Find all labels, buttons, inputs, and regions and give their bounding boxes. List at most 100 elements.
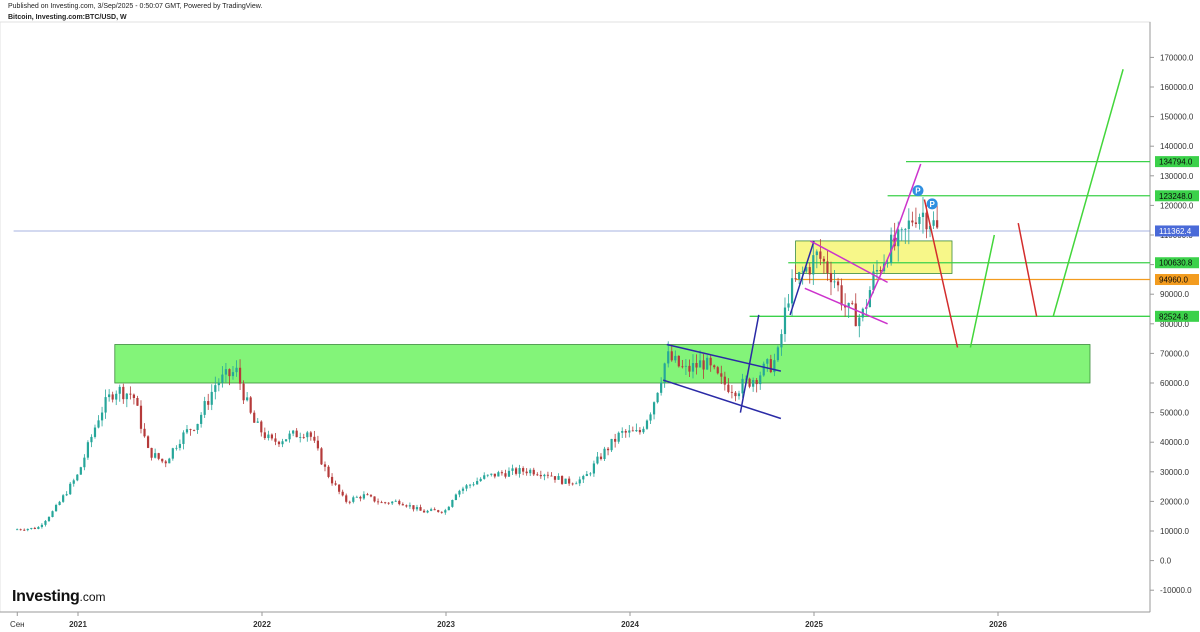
candle-body [769,359,772,373]
candle-body [19,529,22,531]
candle-body [706,357,709,370]
candle-body [486,474,489,476]
candle-body [394,500,397,502]
trend-line [923,199,959,348]
candle-body [847,302,850,308]
candle-body [196,423,199,430]
candle-body [419,507,422,511]
candle-body [713,365,716,368]
candle-body [139,405,143,429]
candle-body [210,391,213,405]
candle-body [263,432,266,439]
candle-body [373,496,376,502]
candle-body [921,212,925,217]
candle-body [33,527,36,529]
y-tick-label: 150000.0 [1160,113,1194,122]
candle-body [150,447,153,458]
candle-body [267,434,270,439]
candle-body [405,505,408,507]
candle-body [507,470,511,477]
candle-body [178,443,182,448]
candle-body [72,480,75,484]
candle-body [776,347,780,361]
candle-body [260,421,263,433]
candle-body [447,506,450,511]
candle-body [384,502,387,504]
price-level-label: 82524.8 [1159,312,1188,321]
candle-body [553,476,557,480]
candle-body [111,394,114,400]
candle-body [904,228,907,230]
candle-body [578,479,581,484]
candle-body [525,471,528,474]
candle-body [387,502,390,504]
candle-body [281,441,284,445]
candle-body [826,261,829,273]
candle-body [617,432,620,442]
candle-body [514,468,518,474]
candle-body [284,439,288,442]
candle-body [720,373,723,377]
y-tick-label: 170000.0 [1160,53,1194,62]
candle-body [476,481,479,485]
candle-body [161,458,164,462]
candle-body [575,483,578,485]
candle-body [660,382,663,393]
candle-body [518,468,521,474]
candle-body [759,375,762,385]
candle-body [189,429,192,431]
candle-body [787,303,790,308]
candle-body [596,456,599,464]
x-tick-label: 2021 [69,620,87,629]
trend-line [1052,69,1124,317]
candle-body [444,510,447,513]
x-tick-label: 2024 [621,620,639,629]
candle-body [698,360,702,368]
candle-body [355,496,358,498]
y-tick-label: 140000.0 [1160,142,1194,151]
published-caption: Published on Investing.com, 3/Sep/2025 -… [8,3,263,10]
candle-body [730,391,734,393]
candle-body [129,393,132,395]
candle-body [932,220,935,226]
candle-body [86,442,90,458]
x-tick-label: 2022 [253,620,271,629]
candle-body [741,378,744,394]
candle-body [532,469,535,475]
logo-suffix: .com [79,590,106,604]
y-tick-label: 80000.0 [1160,320,1189,329]
candle-body [589,473,592,475]
candle-body [893,234,896,247]
candle-body [691,363,695,372]
candle-body [224,369,228,375]
candle-body [836,281,840,286]
candle-body [890,234,893,264]
candle-body [670,351,673,361]
candle-body [62,495,65,502]
price-level-tag [1155,257,1199,269]
candle-body [100,412,104,421]
pivot-marker [926,198,938,210]
candle-body [415,507,419,510]
candle-body [631,430,634,432]
candle-body [65,494,68,496]
candle-body [90,436,93,443]
candle-body [497,472,500,477]
candle-body [320,448,323,465]
candle-body [886,263,889,264]
candle-body [603,448,606,460]
price-level-tag [1155,274,1199,286]
candle-body [755,380,758,385]
candle-body [560,476,564,484]
candle-body [313,436,316,441]
candle-body [790,278,794,304]
x-tick-label: 2026 [989,620,1007,629]
candle-body [345,495,348,502]
x-tick-label: Сен [10,620,25,629]
y-tick-label: 70000.0 [1160,349,1189,358]
candle-body [840,285,843,306]
candle-body [200,414,203,424]
candle-body [677,355,680,367]
candle-body [118,386,121,394]
